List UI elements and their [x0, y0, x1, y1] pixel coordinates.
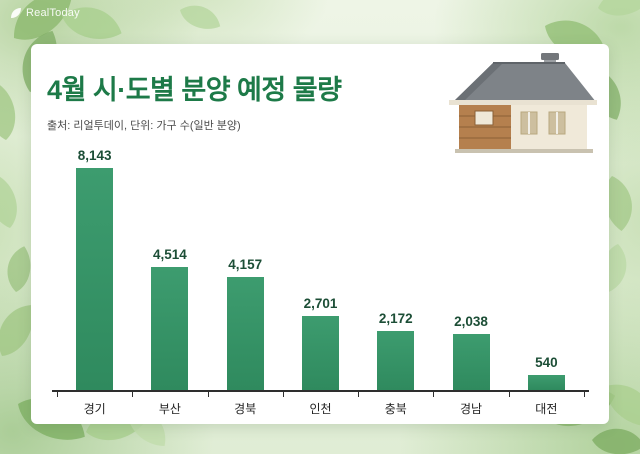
category-label: 충북	[384, 402, 407, 416]
bar-column: 540	[509, 148, 584, 390]
category-labels: 경기 부산 경북 인천 충북 경남 대전	[57, 400, 584, 417]
brand-logo: RealToday	[10, 7, 80, 19]
page-title: 4월 시·도별 분양 예정 물량	[47, 75, 342, 105]
x-axis-ticks	[57, 392, 585, 398]
bar-column: 8,143	[57, 148, 132, 390]
axis-tick	[132, 392, 134, 397]
bar-6	[527, 375, 565, 390]
leaf-icon	[11, 8, 21, 18]
chart-card: 4월 시·도별 분양 예정 물량 출처: 리얼투데이, 단위: 가구 수(일반 …	[31, 44, 609, 424]
bar-5	[452, 334, 490, 390]
axis-tick	[57, 392, 58, 397]
axis-tick	[282, 392, 284, 397]
bar-column: 2,701	[283, 148, 358, 390]
category-label: 경남	[460, 402, 483, 416]
bar-value-label: 2,701	[303, 296, 338, 311]
axis-tick	[508, 392, 510, 397]
bar-value-label: 540	[535, 355, 558, 370]
bar-column: 4,157	[208, 148, 283, 390]
category-label: 인천	[309, 402, 332, 416]
category-label: 부산	[158, 402, 181, 416]
category-label: 경기	[83, 402, 106, 416]
axis-tick	[358, 392, 360, 397]
bar-3	[301, 316, 339, 390]
brand-logo-text: RealToday	[26, 7, 80, 19]
source-note: 출처: 리얼투데이, 단위: 가구 수(일반 분양)	[47, 120, 241, 132]
bar-value-label: 2,038	[454, 314, 488, 329]
plot-area: 8,143 4,514 4,157 2,701 2,172 2,038 540	[57, 148, 584, 390]
axis-tick	[584, 392, 585, 397]
bar-column: 2,038	[433, 148, 508, 390]
bar-column: 4,514	[132, 148, 207, 390]
house-illustration	[449, 53, 597, 153]
bar-value-label: 2,172	[378, 311, 413, 326]
bar-value-label: 8,143	[77, 148, 112, 163]
bar-column: 2,172	[358, 148, 433, 390]
bar-4	[377, 331, 415, 390]
category-label: 대전	[535, 402, 558, 416]
bar-0	[76, 168, 114, 390]
bar-value-label: 4,514	[153, 247, 187, 262]
bar-chart: 8,143 4,514 4,157 2,701 2,172 2,038 540 경기 부산 경북…	[52, 148, 589, 417]
axis-tick	[433, 392, 435, 397]
bar-2	[226, 277, 264, 390]
bar-value-label: 4,157	[228, 257, 263, 272]
x-axis-line	[52, 390, 589, 392]
axis-tick	[207, 392, 209, 397]
category-label: 경북	[234, 402, 257, 416]
bar-1	[151, 267, 189, 390]
